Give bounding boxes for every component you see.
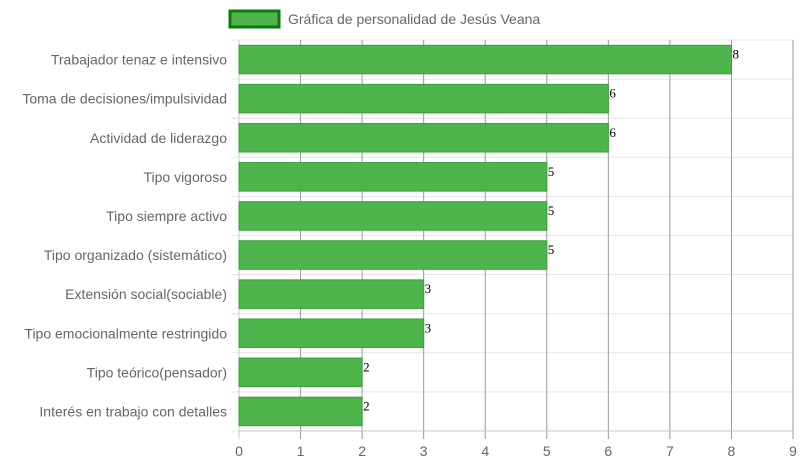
x-axis-ticks: 0 1 2 3 4 5 6 7 8 9 (235, 443, 797, 459)
bar[interactable] (238, 357, 363, 388)
data-label: 5 (548, 164, 555, 179)
data-label: 5 (548, 203, 555, 218)
category-label: Actividad de liderazgo (90, 130, 227, 146)
x-tick-label: 1 (297, 443, 305, 459)
bar[interactable] (238, 122, 609, 153)
bar[interactable] (238, 279, 425, 309)
category-label: Toma de decisiones/impulsividad (22, 91, 227, 107)
value-labels: 8 6 6 5 5 5 3 3 2 2 (363, 47, 739, 414)
category-label: Tipo siempre activo (106, 208, 227, 224)
bar[interactable] (238, 201, 548, 231)
bars (238, 44, 732, 427)
x-tick-label: 3 (420, 443, 428, 459)
category-label: Extensión social(sociable) (65, 286, 227, 302)
bar[interactable] (238, 240, 548, 270)
x-tick-label: 0 (235, 443, 243, 459)
legend-series-name: Gráfica de personalidad de Jesús Veana (288, 11, 540, 27)
data-label: 8 (732, 47, 739, 62)
x-tick-label: 2 (358, 443, 366, 459)
category-label: Tipo organizado (sistemático) (44, 247, 227, 263)
legend-swatch (228, 9, 281, 29)
bar[interactable] (238, 83, 609, 114)
category-label: Tipo vigoroso (143, 169, 227, 185)
category-label: Tipo teórico(pensador) (87, 364, 227, 380)
category-label: Trabajador tenaz e intensivo (51, 52, 227, 68)
data-label: 2 (363, 398, 370, 413)
data-label: 6 (609, 86, 616, 101)
data-label: 3 (425, 281, 432, 296)
data-label: 6 (609, 125, 616, 140)
x-tick-label: 6 (604, 443, 612, 459)
x-tick-label: 8 (728, 443, 736, 459)
category-labels: Trabajador tenaz e intensivo Toma de deci… (22, 52, 227, 420)
category-label: Tipo emocionalmente restringido (24, 325, 227, 341)
x-tick-label: 5 (543, 443, 551, 459)
data-label: 3 (425, 320, 432, 335)
data-label: 2 (363, 359, 370, 374)
bar[interactable] (238, 162, 548, 192)
bar[interactable] (238, 318, 425, 349)
x-tick-label: 7 (666, 443, 674, 459)
data-label: 5 (548, 242, 555, 257)
legend: Gráfica de personalidad de Jesús Veana (228, 9, 540, 29)
category-label: Interés en trabajo con detalles (39, 403, 227, 419)
bar[interactable] (238, 396, 363, 427)
bar[interactable] (238, 44, 732, 75)
x-tick-label: 9 (789, 443, 797, 459)
x-tick-label: 4 (481, 443, 489, 459)
